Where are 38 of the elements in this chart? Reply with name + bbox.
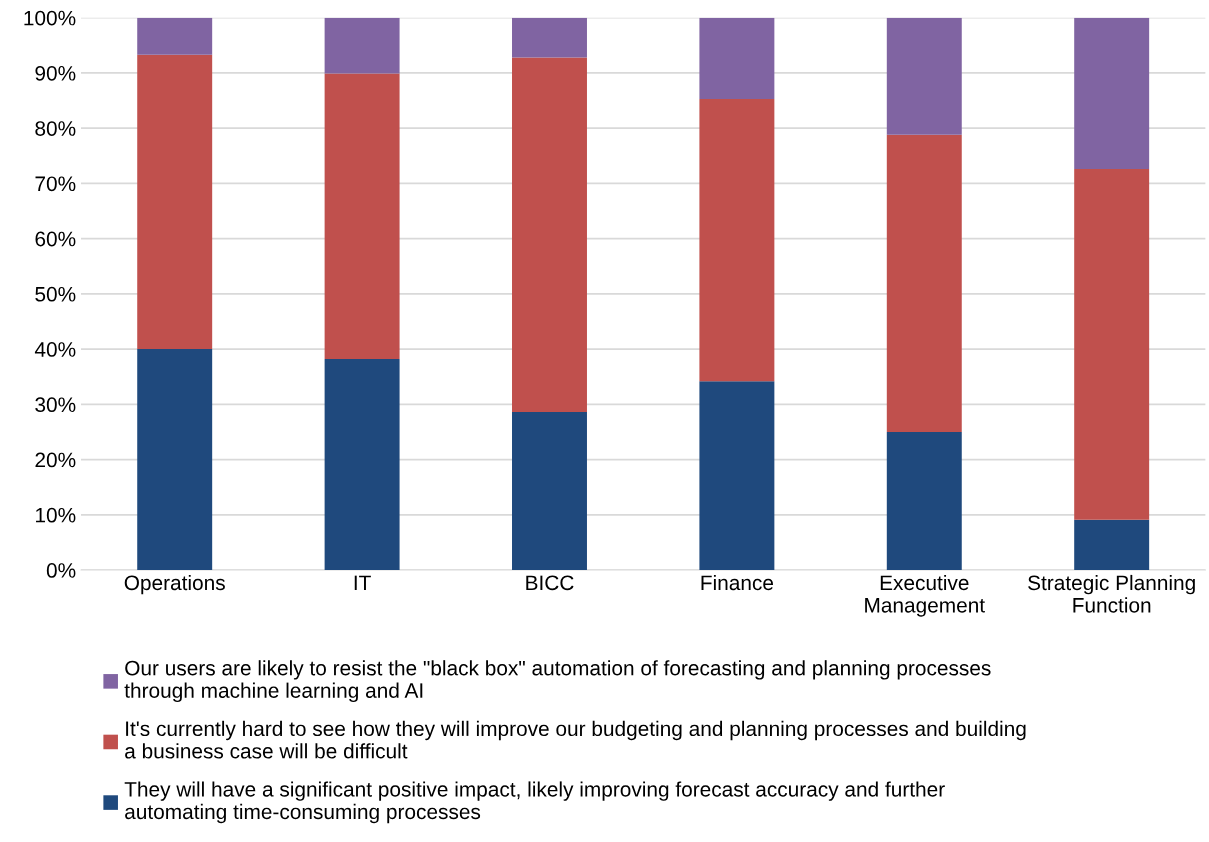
bar bbox=[512, 17, 587, 58]
bar bbox=[324, 17, 400, 74]
y-tick-label: 90% bbox=[35, 65, 76, 81]
bar bbox=[886, 134, 962, 432]
x-tick-label: BICC bbox=[526, 575, 574, 591]
y-tick-label: 40% bbox=[34, 342, 76, 357]
bar bbox=[886, 431, 962, 571]
bar bbox=[1074, 519, 1150, 571]
bar bbox=[886, 17, 962, 135]
bar bbox=[512, 412, 587, 571]
y-tick-label: 0% bbox=[46, 563, 76, 578]
y-tick-label: 60% bbox=[35, 231, 76, 247]
x-tick-label: IT bbox=[354, 575, 371, 590]
y-tick-label: 30% bbox=[35, 397, 76, 413]
y-tick-label: 10% bbox=[36, 507, 76, 523]
bar bbox=[324, 73, 400, 360]
bar bbox=[1074, 17, 1150, 170]
bar bbox=[324, 359, 400, 571]
legend-label: They will have a significant positive impact, likely improving forecast accuracy and further automating time-consuming processes bbox=[124, 781, 945, 824]
x-tick-label: Strategic Planning Function bbox=[1028, 574, 1195, 613]
y-tick-label: 20% bbox=[35, 452, 76, 468]
legend-label: It's currently hard to see how they will improve our budgeting and planning processes and building a business case will be difficult bbox=[125, 720, 1026, 759]
y-tick-label: 70% bbox=[35, 176, 76, 192]
bar bbox=[699, 381, 775, 571]
bar bbox=[137, 349, 213, 571]
bar bbox=[137, 17, 213, 55]
x-tick-label: Executive Management bbox=[865, 574, 985, 617]
bar bbox=[699, 17, 775, 99]
bar bbox=[137, 54, 213, 350]
y-tick-label: 50% bbox=[35, 286, 76, 302]
bar bbox=[1074, 169, 1150, 520]
x-tick-label: Operations bbox=[124, 574, 225, 595]
x-tick-label: Finance bbox=[701, 574, 774, 591]
y-tick-label: 80% bbox=[35, 121, 76, 136]
bar bbox=[512, 57, 587, 413]
legend-label: Our users are likely to resist the "black box" automation of forecasting and planning processes through machine learning and AI bbox=[124, 660, 991, 703]
bar bbox=[699, 98, 775, 382]
y-tick-label: 100% bbox=[24, 10, 76, 26]
